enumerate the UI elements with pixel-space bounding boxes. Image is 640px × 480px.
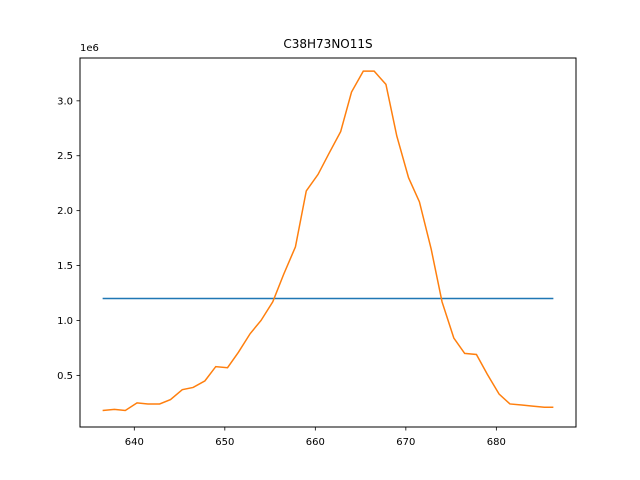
plot-frame	[79, 57, 577, 428]
y-tick-label-4: 2.5	[57, 151, 73, 162]
y-tick-label-3: 2.0	[57, 206, 73, 217]
series-layer	[102, 70, 554, 412]
series-line-1	[102, 70, 554, 412]
y-tick-label-0: 0.5	[57, 371, 73, 382]
y-offset-label: 1e6	[80, 43, 99, 54]
x-tick-label-1: 650	[215, 437, 234, 448]
y-tick-label-5: 3.0	[57, 96, 73, 107]
y-tick-label-2: 1.5	[57, 261, 73, 272]
x-axis-ticks: 640 650 660 670 680	[125, 427, 506, 448]
chart-title: C38H73NO11S	[283, 37, 372, 51]
plot-background	[80, 58, 576, 427]
y-axis-ticks: 0.5 1.0 1.5 2.0 2.5 3.0	[57, 96, 80, 382]
x-tick-label-2: 660	[306, 437, 325, 448]
x-tick-label-3: 670	[396, 437, 415, 448]
x-tick-label-0: 640	[125, 437, 144, 448]
y-tick-label-1: 1.0	[57, 316, 73, 327]
x-tick-label-4: 680	[487, 437, 506, 448]
